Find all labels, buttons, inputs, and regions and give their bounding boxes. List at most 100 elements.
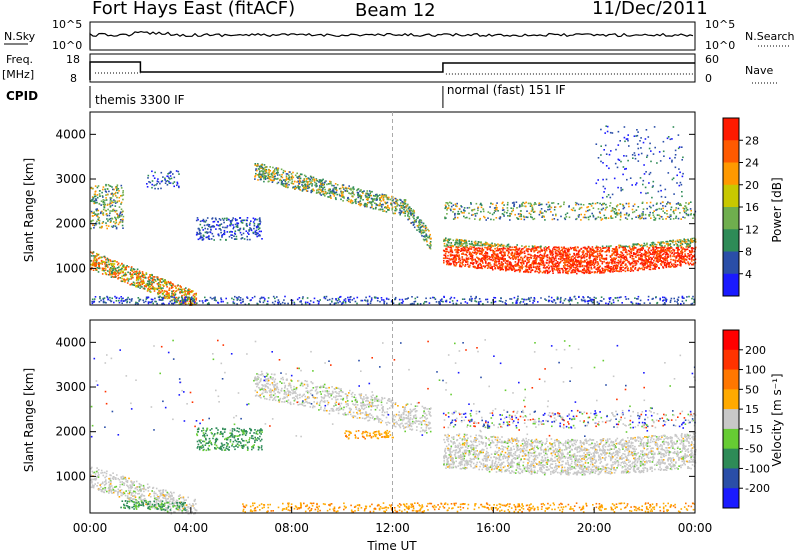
range-cell bbox=[92, 263, 94, 265]
range-cell bbox=[303, 178, 305, 180]
range-cell bbox=[91, 188, 93, 190]
range-cell bbox=[660, 247, 662, 249]
range-cell bbox=[224, 227, 226, 229]
range-cell bbox=[480, 241, 482, 243]
range-cell bbox=[522, 262, 524, 264]
range-cell bbox=[499, 245, 501, 247]
range-cell bbox=[122, 190, 124, 192]
range-cell bbox=[162, 294, 164, 296]
range-cell bbox=[560, 257, 562, 259]
range-cell bbox=[235, 218, 237, 220]
range-cell bbox=[255, 173, 257, 175]
range-cell bbox=[501, 267, 503, 269]
range-cell bbox=[570, 272, 572, 274]
range-cell bbox=[172, 173, 174, 175]
range-cell bbox=[240, 232, 242, 234]
range-cell bbox=[379, 194, 381, 196]
range-cell bbox=[575, 298, 577, 300]
range-cell bbox=[481, 252, 483, 254]
range-cell bbox=[688, 258, 690, 260]
range-cell bbox=[366, 204, 368, 206]
range-cell bbox=[327, 196, 329, 198]
range-cell bbox=[411, 296, 413, 298]
range-cell bbox=[553, 247, 555, 249]
range-cell bbox=[119, 213, 121, 215]
range-cell bbox=[476, 267, 478, 269]
range-cell bbox=[176, 297, 178, 299]
range-cell bbox=[669, 266, 671, 268]
range-cell bbox=[510, 249, 512, 251]
range-cell bbox=[496, 250, 498, 252]
freq-panel: Freq. [MHz] 18 8 60 0 Nave bbox=[2, 53, 778, 85]
range-cell bbox=[526, 258, 528, 260]
range-cell bbox=[199, 232, 201, 234]
range-cell bbox=[158, 181, 160, 183]
range-cell bbox=[114, 217, 116, 219]
range-cell bbox=[597, 248, 599, 250]
range-cell bbox=[319, 186, 321, 188]
range-cell bbox=[686, 296, 688, 298]
range-cell bbox=[180, 303, 182, 305]
range-cell bbox=[485, 259, 487, 261]
range-cell bbox=[157, 178, 159, 180]
range-cell bbox=[636, 251, 638, 253]
range-cell bbox=[247, 232, 249, 234]
range-cell bbox=[585, 253, 587, 255]
range-cell bbox=[169, 178, 171, 180]
range-cell bbox=[618, 262, 620, 264]
range-cell bbox=[513, 268, 515, 270]
range-cell bbox=[564, 248, 566, 250]
range-cell bbox=[691, 254, 693, 256]
range-cell bbox=[461, 256, 463, 258]
range-cell bbox=[151, 275, 153, 277]
range-cell bbox=[116, 210, 118, 212]
range-cell bbox=[283, 170, 285, 172]
range-cell bbox=[526, 263, 528, 265]
range-cell bbox=[562, 272, 564, 274]
range-cell bbox=[119, 197, 121, 199]
range-cell bbox=[633, 265, 635, 267]
range-cell bbox=[633, 261, 635, 263]
range-cell bbox=[543, 271, 545, 273]
power-scatter bbox=[90, 125, 697, 306]
range-cell bbox=[268, 181, 270, 183]
range-cell bbox=[496, 256, 498, 258]
range-cell bbox=[276, 167, 278, 169]
range-cell bbox=[661, 245, 663, 247]
range-cell bbox=[454, 297, 456, 299]
range-cell bbox=[641, 249, 643, 251]
range-cell bbox=[465, 246, 467, 248]
range-cell bbox=[333, 185, 335, 187]
range-cell bbox=[405, 213, 407, 215]
range-cell bbox=[136, 282, 138, 284]
range-cell bbox=[649, 266, 651, 268]
range-cell bbox=[511, 247, 513, 249]
range-cell bbox=[337, 302, 339, 304]
range-cell bbox=[517, 296, 519, 298]
range-cell bbox=[569, 267, 571, 269]
range-cell bbox=[598, 264, 600, 266]
range-cell bbox=[461, 253, 463, 255]
range-cell bbox=[523, 263, 525, 265]
range-cell bbox=[404, 215, 406, 217]
range-cell bbox=[272, 176, 274, 178]
range-cell bbox=[571, 259, 573, 261]
range-cell bbox=[604, 269, 606, 271]
range-cell bbox=[628, 270, 630, 272]
range-cell bbox=[590, 251, 592, 253]
range-cell bbox=[157, 278, 159, 280]
range-cell bbox=[215, 218, 217, 220]
range-cell bbox=[622, 255, 624, 257]
range-cell bbox=[656, 303, 658, 305]
range-cell bbox=[348, 188, 350, 190]
range-cell bbox=[506, 250, 508, 252]
range-cell bbox=[121, 185, 123, 187]
range-cell bbox=[173, 299, 175, 301]
range-cell bbox=[246, 223, 248, 225]
range-cell bbox=[665, 259, 667, 261]
range-cell bbox=[129, 284, 131, 286]
range-cell bbox=[150, 286, 152, 288]
range-cell bbox=[614, 254, 616, 256]
range-cell bbox=[196, 220, 198, 222]
range-cell bbox=[246, 236, 248, 238]
